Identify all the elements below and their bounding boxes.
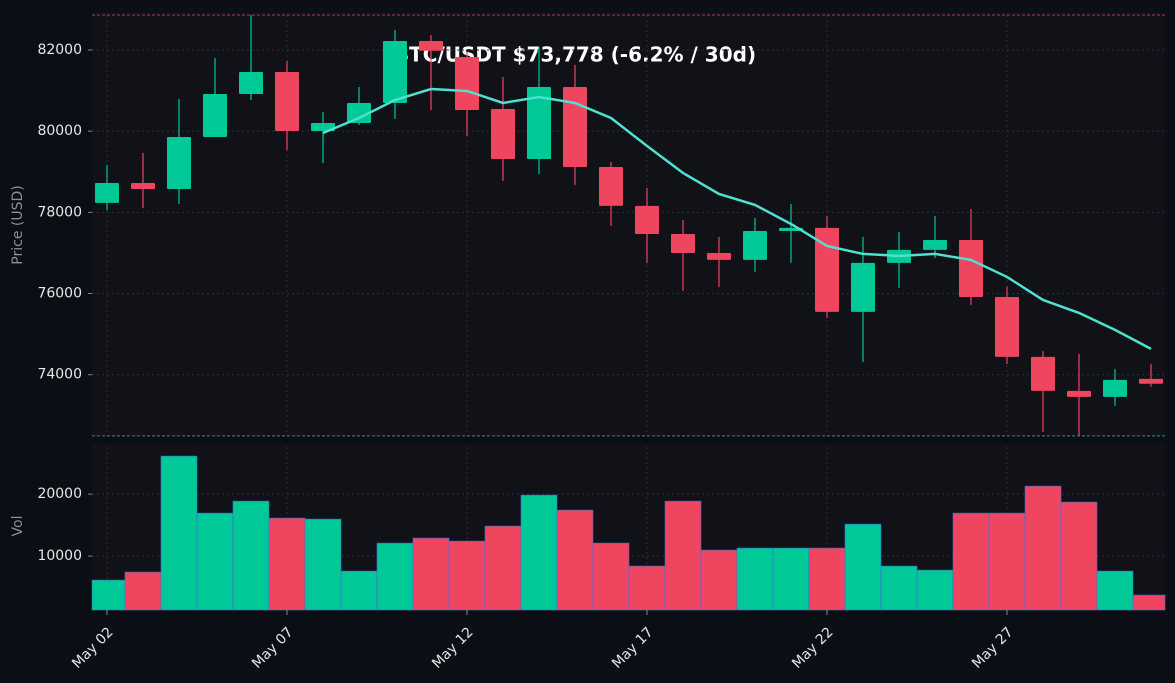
volume-bar — [952, 512, 990, 611]
candle-body — [995, 296, 1019, 357]
y-tick-label: 82000 — [37, 42, 82, 58]
candle-body — [1139, 378, 1163, 384]
candle-body — [851, 262, 875, 312]
candle-body — [527, 86, 551, 159]
candle-body — [419, 40, 443, 51]
candle-body — [455, 57, 479, 110]
candle-body — [491, 108, 515, 159]
volume-bar — [664, 500, 702, 611]
y-tick-label: 80000 — [37, 123, 82, 139]
candle-body — [239, 71, 263, 94]
candle-body — [1103, 379, 1127, 397]
candle-body — [383, 40, 407, 103]
volume-bar — [592, 542, 630, 611]
candle-body — [923, 239, 947, 250]
candle-body — [599, 166, 623, 206]
candle-body — [275, 71, 299, 131]
volume-bar — [1024, 485, 1062, 611]
volume-bar — [376, 542, 414, 611]
volume-bar — [232, 500, 270, 611]
volume-bar — [160, 455, 198, 611]
volume-bar — [196, 512, 234, 611]
candle-body — [959, 239, 983, 297]
y-tick-label: 10000 — [37, 548, 82, 564]
volume-bar — [772, 547, 810, 611]
volume-bar — [1096, 570, 1134, 611]
volume-bar — [988, 512, 1026, 611]
price-panel — [92, 12, 1165, 437]
volume-bar — [880, 565, 918, 611]
candle-body — [635, 205, 659, 234]
volume-bar — [304, 518, 342, 611]
y-tick-label: 76000 — [37, 286, 82, 302]
candle-body — [167, 136, 191, 189]
candle-body — [815, 227, 839, 312]
candle-body — [347, 102, 371, 123]
volume-bar — [808, 547, 846, 611]
volume-bar — [91, 579, 126, 611]
volume-bar — [736, 547, 774, 611]
candle-body — [311, 122, 335, 131]
candle-body — [743, 230, 767, 260]
volume-bar — [484, 525, 522, 611]
volume-bar — [412, 537, 450, 611]
candle-body — [671, 233, 695, 253]
y-axis-label: Price (USD) — [10, 185, 26, 264]
candle-body — [95, 182, 119, 203]
volume-bar — [340, 570, 378, 611]
volume-bar — [916, 569, 954, 611]
chart-title: BTC/USDT $73,778 (-6.2% / 30d) — [394, 43, 756, 67]
volume-bar — [520, 494, 558, 611]
candle-body — [1067, 390, 1091, 397]
volume-bar — [556, 509, 594, 611]
volume-bar — [124, 571, 162, 611]
y-tick-label: 78000 — [37, 204, 82, 220]
moving-average-line — [322, 87, 1152, 350]
volume-bar — [448, 540, 486, 611]
candle-body — [563, 86, 587, 167]
volume-bar — [628, 565, 666, 611]
y-axis-label: Vol — [10, 516, 26, 537]
volume-bar — [700, 549, 738, 611]
candle-body — [203, 93, 227, 137]
candle-body — [1031, 356, 1055, 391]
candle-body — [707, 252, 731, 260]
volume-bar — [844, 523, 882, 611]
y-tick-label: 20000 — [37, 486, 82, 502]
volume-bar — [1060, 501, 1098, 611]
candle-body — [131, 182, 155, 189]
volume-bar — [268, 517, 306, 611]
y-tick-label: 74000 — [37, 367, 82, 383]
volume-bar — [1132, 594, 1166, 611]
